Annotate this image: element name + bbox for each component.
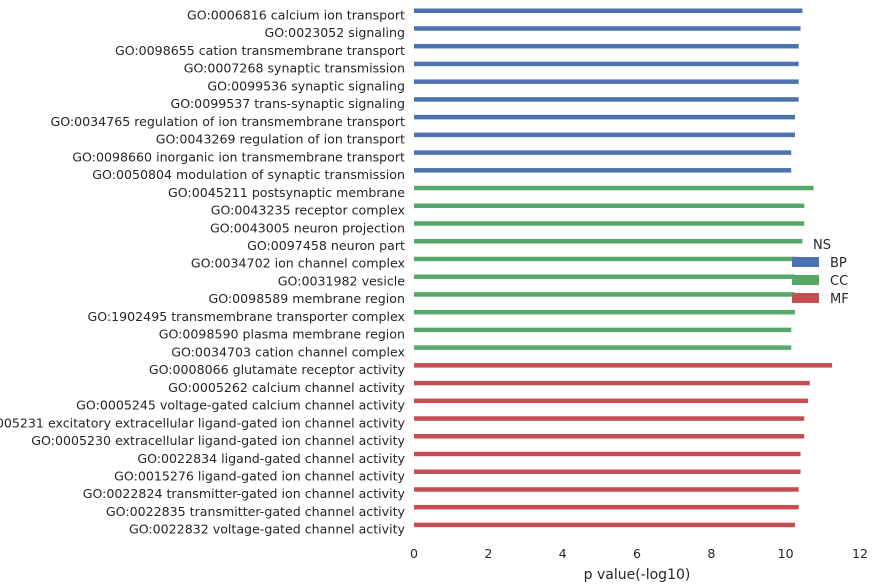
bar-bp [414,26,801,31]
bar-bp [414,43,799,49]
y-tick-label: GO:1902495 transmembrane transporter com… [87,309,405,324]
bar-bp [414,150,792,155]
bar-cc [414,274,795,279]
bar-bp [414,114,795,120]
legend-label-mf: MF [830,292,849,307]
y-tick-label: GO:0034702 ion channel complex [191,256,406,271]
bar-mf [414,469,801,474]
legend-swatch-cc [792,275,819,285]
bar-cc [414,185,814,191]
y-tick-label: GO:0008066 glutamate receptor activity [149,362,406,377]
legend-title: NS [813,238,831,253]
bar-cc [414,345,792,350]
y-tick-label: GO:0098655 cation transmembrane transpor… [115,43,405,58]
bar-mf [414,380,810,386]
y-tick-label: GO:0022832 voltage-gated channel activit… [129,522,406,537]
bar-mf [414,434,805,439]
bars-group [414,8,833,528]
y-tick-label: GO:0098589 membrane region [208,291,405,306]
y-tick-label: GO:0043235 receptor complex [211,203,406,218]
y-tick-label: GO:0098590 plasma membrane region [159,327,405,342]
y-tick-label: GO:0022834 ligand-gated channel activity [137,451,405,466]
bar-mf [414,504,799,510]
bar-bp [414,168,792,173]
bar-cc [414,327,792,333]
bar-mf [414,363,833,368]
y-tick-label: GO:0023052 signaling [264,25,405,40]
legend-swatch-mf [792,293,819,303]
bar-mf [414,487,799,492]
legend-label-bp: BP [830,256,847,271]
bar-cc [414,238,803,244]
y-tick-label: GO:0005231 excitatory extracellular liga… [0,415,406,430]
y-tick-label: GO:0007268 synaptic transmission [184,61,405,76]
x-axis-label: p value(-log10) [584,567,691,583]
y-tick-label: GO:0015276 ligand-gated ion channel acti… [114,468,405,483]
y-tick-label: GO:0034703 cation channel complex [171,344,405,359]
y-tick-label: GO:0050804 modulation of synaptic transm… [92,167,405,182]
y-tick-label: GO:0098660 inorganic ion transmembrane t… [72,149,405,164]
bar-mf [414,398,808,404]
y-tick-label: GO:0043005 neuron projection [210,220,405,235]
y-tick-label: GO:0005245 voltage-gated calcium channel… [76,398,405,413]
x-tick-label: 12 [852,546,868,561]
bar-cc [414,203,805,209]
bar-bp [414,61,799,67]
x-tick-label: 0 [410,546,418,561]
y-tick-label: GO:0099536 synaptic signaling [207,78,405,93]
y-tick-label: GO:0022835 transmitter-gated channel act… [106,504,406,519]
legend-swatch-bp [792,257,819,267]
bar-cc [414,292,795,297]
x-tick-label: 4 [559,546,567,561]
bar-cc [414,221,805,226]
y-tick-label: GO:0045211 postsynaptic membrane [168,185,405,200]
bar-bp [414,97,799,102]
y-tick-labels: GO:0006816 calcium ion transport GO:00230… [0,8,406,537]
legend-label-cc: CC [830,274,848,289]
y-tick-label: GO:0005262 calcium channel activity [168,380,405,395]
y-tick-label: GO:0099537 trans-synaptic signaling [170,96,405,111]
y-tick-label: GO:0005230 extracellular ligand-gated io… [31,433,405,448]
y-tick-label: GO:0097458 neuron part [247,238,405,253]
y-tick-label: GO:0022824 transmitter-gated ion channel… [83,486,406,501]
y-tick-label: GO:0006816 calcium ion transport [187,8,405,23]
x-tick-label: 2 [484,546,492,561]
y-tick-label: GO:0034765 regulation of ion transmembra… [50,114,405,129]
bar-bp [414,8,803,13]
bar-mf [414,522,795,528]
x-tick-label: 6 [633,546,641,561]
bar-mf [414,416,805,421]
bar-mf [414,451,801,457]
bar-cc [414,256,797,262]
legend: NS BP CC MF [792,238,849,307]
x-tick-labels: 0 2 4 6 8 10 12 [410,546,868,561]
y-tick-label: GO:0031982 vesicle [278,273,405,288]
y-tick-label: GO:0043269 regulation of ion transport [156,132,405,147]
x-tick-label: 10 [778,546,794,561]
x-tick-label: 8 [707,546,715,561]
bar-bp [414,132,795,138]
bar-cc [414,309,795,315]
bar-bp [414,79,799,84]
